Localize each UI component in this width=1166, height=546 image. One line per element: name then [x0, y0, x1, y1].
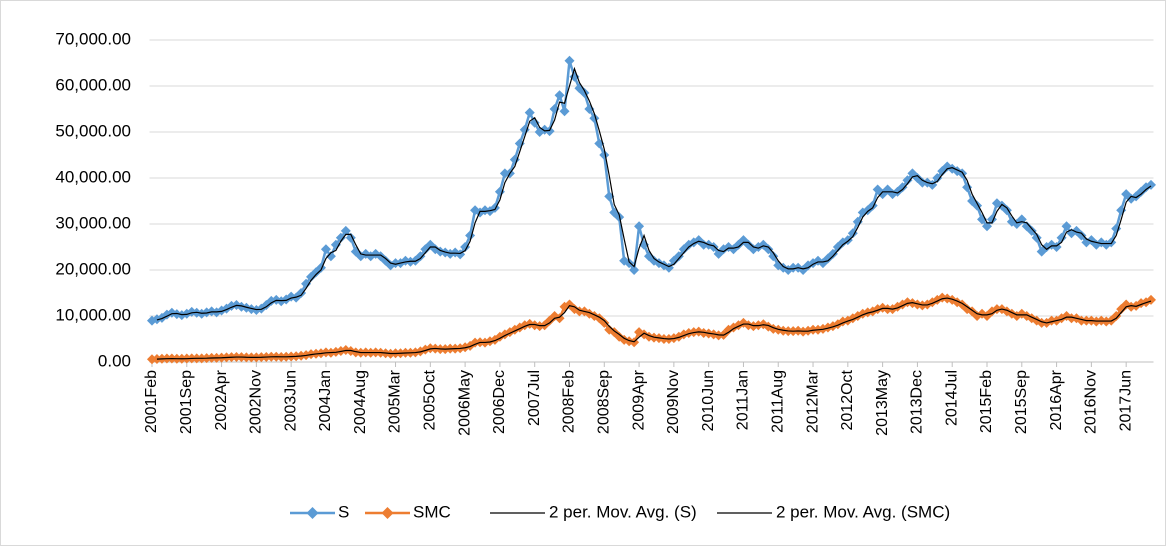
- trendline: [156, 66, 1152, 321]
- x-tick-label: 2006Dec: [491, 370, 508, 434]
- x-tick-label: 2013May: [874, 370, 891, 436]
- x-tick-label: 2013Dec: [909, 370, 926, 434]
- marker: [897, 182, 908, 193]
- marker: [634, 221, 645, 232]
- x-tick-label: 2017Jun: [1117, 370, 1134, 431]
- marker: [554, 90, 565, 101]
- x-tick-label: 2008Feb: [561, 370, 578, 433]
- y-tick-label: 10,000.00: [55, 305, 131, 324]
- marker: [1026, 225, 1037, 236]
- x-tick-label: 2005Mar: [387, 369, 404, 433]
- marker: [514, 138, 525, 149]
- x-tick-label: 2001Sep: [178, 370, 195, 434]
- marker: [320, 244, 331, 255]
- y-tick-label: 40,000.00: [55, 167, 131, 186]
- marker: [604, 191, 615, 202]
- x-tick-label: 2002Nov: [248, 370, 265, 434]
- marker: [981, 221, 992, 232]
- marker: [340, 225, 351, 236]
- y-tick-label: 50,000.00: [55, 121, 131, 140]
- y-tick-label: 60,000.00: [55, 75, 131, 94]
- x-tick-label: 2001Feb: [143, 370, 160, 433]
- marker: [335, 232, 346, 243]
- x-tick-label: 2007Jul: [526, 370, 543, 426]
- x-tick-label: 2011Jan: [735, 370, 752, 430]
- x-tick-label: 2012Mar: [804, 369, 821, 433]
- x-tick-label: 2015Sep: [1013, 370, 1030, 434]
- marker: [559, 106, 570, 117]
- marker: [524, 107, 535, 118]
- x-tick-label: 2004Aug: [352, 370, 369, 434]
- marker: [1111, 311, 1122, 321]
- marker: [355, 251, 366, 262]
- x-tick-label: 2009Nov: [665, 370, 682, 434]
- x-tick-label: 2010Jun: [700, 370, 717, 431]
- marker: [768, 251, 779, 262]
- marker: [673, 251, 684, 262]
- x-tick-label: 2016Apr: [1048, 369, 1065, 430]
- x-tick-label: 2012Oct: [839, 369, 856, 430]
- marker: [624, 258, 635, 269]
- x-tick-label: 2011Aug: [769, 370, 786, 433]
- legend-label: 2 per. Mov. Avg. (SMC): [776, 502, 950, 521]
- x-tick-label: 2009Apr: [630, 369, 647, 430]
- y-tick-label: 0.00: [98, 351, 131, 370]
- trendline: [156, 297, 1152, 360]
- marker: [708, 242, 719, 252]
- marker: [599, 317, 610, 328]
- marker: [554, 313, 565, 324]
- marker: [1056, 232, 1067, 243]
- x-tick-label: 2002Apr: [213, 369, 230, 430]
- series-markers: [146, 292, 1157, 365]
- x-tick-label: 2016Nov: [1083, 370, 1100, 434]
- marker: [296, 288, 307, 298]
- marker: [330, 239, 341, 250]
- marker: [325, 251, 336, 262]
- x-tick-label: 2004Jan: [317, 370, 334, 431]
- marker: [1061, 221, 1072, 232]
- x-tick-label: 2014Jul: [943, 370, 960, 426]
- marker: [827, 248, 838, 259]
- marker: [847, 228, 858, 239]
- x-tick-label: 2015Feb: [978, 370, 995, 433]
- marker: [629, 265, 640, 275]
- marker: [902, 175, 913, 186]
- legend-label: SMC: [413, 502, 451, 521]
- x-tick-label: 2005Oct: [422, 369, 439, 430]
- x-tick-label: 2006May: [456, 370, 473, 436]
- y-tick-label: 70,000.00: [55, 29, 131, 48]
- y-tick-label: 30,000.00: [55, 213, 131, 232]
- marker: [668, 255, 679, 266]
- marker: [365, 251, 376, 262]
- marker: [599, 150, 610, 160]
- marker: [544, 126, 555, 137]
- marker: [529, 117, 540, 128]
- x-tick-label: 2008Sep: [596, 370, 613, 434]
- marker: [460, 242, 471, 252]
- marker: [852, 216, 863, 227]
- marker: [962, 182, 973, 193]
- y-tick-label: 20,000.00: [55, 259, 131, 278]
- marker: [415, 251, 426, 262]
- marker: [932, 173, 943, 183]
- marker: [564, 55, 575, 66]
- legend-label: 2 per. Mov. Avg. (S): [549, 502, 697, 521]
- legend-marker: [381, 507, 394, 519]
- legend-marker: [306, 507, 319, 519]
- marker: [301, 278, 312, 289]
- x-tick-label: 2003Jun: [282, 370, 299, 431]
- legend-label: S: [338, 502, 349, 521]
